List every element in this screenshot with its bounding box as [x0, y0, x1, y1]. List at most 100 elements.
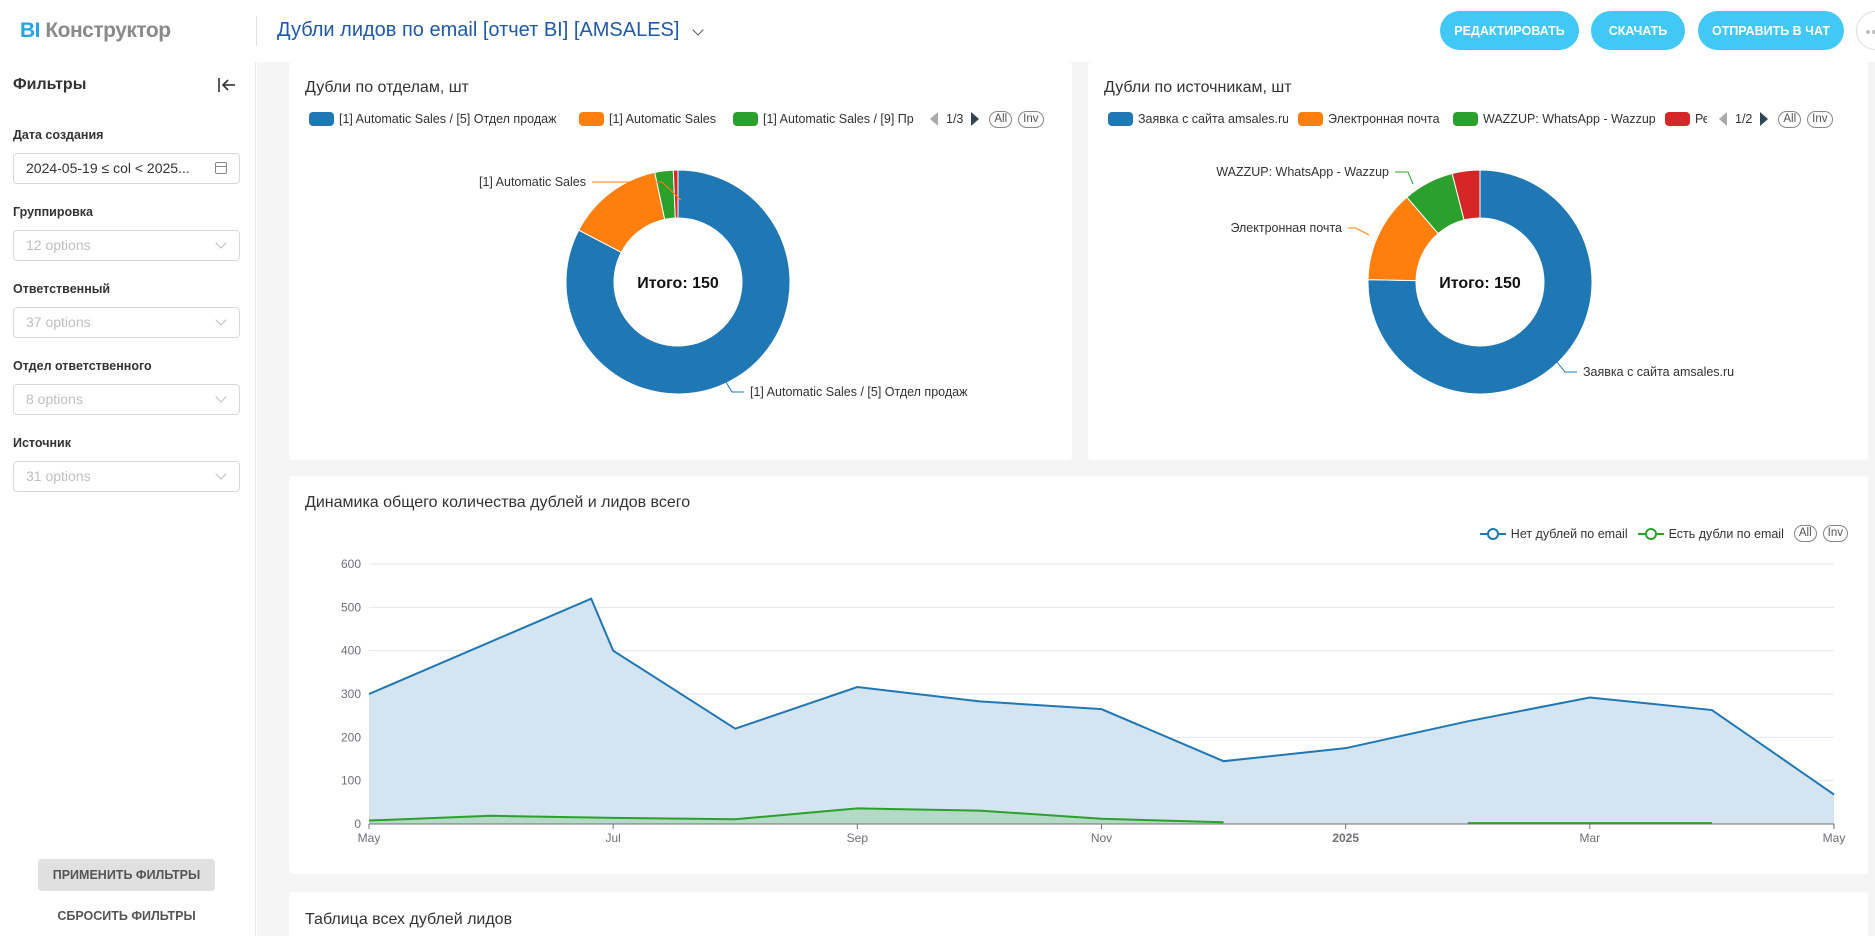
label-leader-line [1556, 361, 1577, 373]
legend-item[interactable]: Есть дубли по email [1637, 526, 1784, 541]
dynamics-area-chart: 0 100 200 300 400 500 600 May Jul Sep Nov 2025 Mar Ma… [341, 557, 1846, 845]
x-tick-label: May [1823, 831, 1846, 845]
send-to-chat-button[interactable]: ОТПРАВИТЬ В ЧАТ [1698, 11, 1844, 50]
responsible-placeholder: 37 options [26, 314, 91, 330]
chevron-down-icon [215, 237, 227, 249]
created-date-filter[interactable]: 2024-05-19 ≤ col < 2025... [13, 153, 240, 184]
legend-line-icon [1479, 527, 1506, 540]
legend-label: Заявка с сайта amsales.ru [1138, 112, 1288, 126]
slice-label-orange: [1] Automatic Sales [479, 175, 586, 189]
responsible-select[interactable]: 37 options [13, 307, 240, 338]
legend-pager: 1/2 All Inv [1719, 110, 1839, 128]
department-select[interactable]: 8 options [13, 384, 240, 415]
y-tick-label: 300 [341, 687, 361, 701]
x-tick-label: Jul [605, 831, 620, 845]
calendar-icon [215, 162, 227, 174]
filter-label-responsible: Ответственный [13, 282, 111, 296]
y-tick-label: 400 [341, 644, 361, 658]
more-dots-icon [1866, 30, 1870, 34]
sources-chart-title: Дубли по источникам, шт [1104, 79, 1292, 96]
donut-slice[interactable] [565, 169, 791, 395]
series-area [369, 808, 1224, 824]
filter-label-grouping: Группировка [13, 205, 93, 219]
legend-item[interactable]: Заявка с сайта amsales.ru [1108, 112, 1288, 126]
legend-item[interactable]: Электронная почта [1298, 112, 1443, 126]
x-tick-label: 2025 [1332, 831, 1359, 845]
legend-next-icon[interactable] [971, 112, 980, 126]
filter-label-source: Источник [13, 436, 71, 450]
departments-chart-title: Дубли по отделам, шт [305, 79, 469, 96]
created-date-value: 2024-05-19 ≤ col < 2025... [26, 160, 190, 176]
legend-item[interactable]: [1] Automatic Sales / [5] Отдел продаж [309, 112, 569, 126]
sources-chart-panel: Дубли по источникам, шт Заявка с сайта a… [1088, 62, 1868, 460]
donut-slice[interactable] [672, 169, 679, 219]
y-tick-label: 600 [341, 557, 361, 571]
x-tick-label: Mar [1579, 831, 1600, 845]
legend-invert-button[interactable]: Inv [1018, 110, 1044, 128]
filters-title: Фильтры [13, 76, 87, 93]
edit-button[interactable]: РЕДАКТИРОВАТЬ [1440, 11, 1579, 50]
legend-swatch [1298, 112, 1323, 126]
legend-invert-button[interactable]: Inv [1822, 525, 1848, 542]
app-logo[interactable]: BI Конструктор [20, 19, 171, 43]
legend-all-button[interactable]: All [989, 110, 1013, 128]
apply-filters-button[interactable]: ПРИМЕНИТЬ ФИЛЬТРЫ [38, 859, 215, 891]
download-button[interactable]: СКАЧАТЬ [1591, 11, 1685, 50]
more-dots-icon [1872, 30, 1875, 34]
legend-label: Электронная почта [1328, 112, 1440, 126]
duplicates-table-panel: Таблица всех дублей лидов [289, 892, 1868, 936]
series-line[interactable] [368, 597, 1835, 796]
legend-all-button[interactable]: All [1793, 525, 1817, 542]
x-tick-label: Sep [847, 831, 869, 845]
collapse-sidebar-icon[interactable] [217, 76, 237, 94]
filter-label-department: Отдел ответственного [13, 359, 152, 373]
legend-invert-button[interactable]: Inv [1807, 110, 1833, 128]
legend-swatch [1453, 112, 1478, 126]
legend-item[interactable]: Нет дублей по email [1479, 526, 1628, 541]
legend-item[interactable]: [1] Automatic Sales / [9] Пр [733, 112, 918, 126]
chevron-down-icon[interactable] [692, 24, 704, 36]
y-tick-label: 0 [354, 817, 361, 831]
y-tick-label: 100 [341, 774, 361, 788]
header-divider [256, 16, 257, 46]
chevron-down-icon [215, 391, 227, 403]
legend-item[interactable]: Ре [1665, 112, 1707, 126]
sources-legend: Заявка с сайта amsales.ru Электронная по… [1108, 110, 1839, 128]
donut-total-label: Итого: 150 [637, 275, 719, 292]
legend-item[interactable]: [1] Automatic Sales [579, 112, 723, 126]
source-placeholder: 31 options [26, 468, 91, 484]
legend-line-icon [1637, 527, 1664, 540]
y-tick-label: 500 [341, 600, 361, 614]
reset-filters-button[interactable]: СБРОСИТЬ ФИЛЬТРЫ [57, 909, 196, 923]
legend-label: Есть дубли по email [1668, 526, 1784, 541]
legend-all-button[interactable]: All [1778, 110, 1802, 128]
legend-item[interactable]: WAZZUP: WhatsApp - Wazzup [1453, 112, 1655, 126]
dashboard-title[interactable]: Дубли лидов по email [отчет BI] [AMSALES… [277, 19, 680, 41]
label-leader-line [1348, 227, 1370, 236]
series-line[interactable] [368, 807, 1224, 824]
legend-label: Нет дублей по email [1510, 526, 1628, 541]
dynamics-chart-title: Динамика общего количества дублей и лидо… [305, 494, 691, 511]
slice-label-green: WAZZUP: WhatsApp - Wazzup [1216, 165, 1389, 179]
source-select[interactable]: 31 options [13, 461, 240, 492]
donut-slice[interactable] [1367, 169, 1593, 395]
donut-slice[interactable] [1451, 169, 1481, 221]
more-options-button[interactable] [1856, 11, 1875, 50]
legend-prev-icon[interactable] [1719, 112, 1727, 126]
label-leader-line [1395, 171, 1414, 185]
series-area [369, 598, 1834, 824]
duplicates-table-title: Таблица всех дублей лидов [305, 911, 513, 928]
chevron-down-icon [215, 314, 227, 326]
departments-chart-panel: Дубли по отделам, шт [1] Automatic Sales… [289, 62, 1072, 460]
legend-swatch [579, 112, 604, 126]
legend-label: Ре [1695, 112, 1707, 126]
legend-label: [1] Automatic Sales / [9] Пр [763, 112, 914, 126]
legend-pager: 1/3 All Inv [930, 110, 1050, 128]
grouping-select[interactable]: 12 options [13, 230, 240, 261]
legend-page: 1/2 [1735, 112, 1753, 126]
legend-prev-icon[interactable] [930, 112, 938, 126]
legend-next-icon[interactable] [1760, 112, 1769, 126]
legend-label: WAZZUP: WhatsApp - Wazzup [1483, 112, 1655, 126]
legend-label: [1] Automatic Sales / [5] Отдел продаж [339, 112, 557, 126]
legend-swatch [733, 112, 758, 126]
